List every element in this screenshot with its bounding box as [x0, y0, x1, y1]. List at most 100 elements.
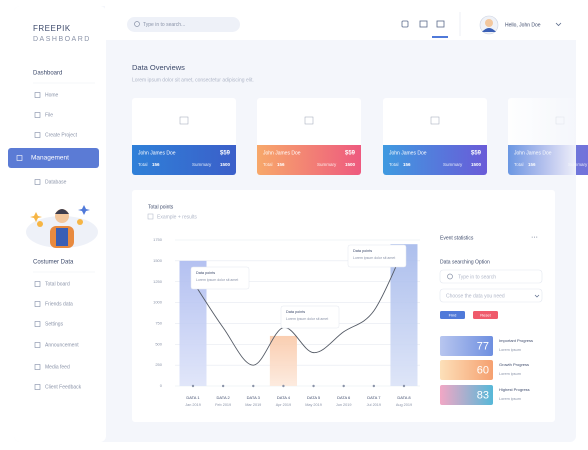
overview-title: Data Overviews [132, 63, 185, 72]
menu-icon [34, 179, 41, 185]
line [192, 248, 405, 366]
menu-icon [34, 301, 41, 307]
menu-item[interactable]: Settings [45, 321, 64, 327]
x-tick-label: DATA 2 [217, 395, 231, 400]
menu-icon [34, 112, 41, 118]
menu-active [8, 148, 99, 168]
section-title: Dashboard [33, 71, 62, 77]
card-fade [500, 94, 576, 180]
menu-item[interactable]: Total board [45, 281, 70, 287]
x-dot [342, 384, 345, 388]
menu-item[interactable]: Database [45, 179, 67, 185]
stat-value: 60 [477, 364, 489, 376]
button-label: Find [449, 313, 457, 318]
card-summary: 1500 [471, 162, 482, 167]
x-dot [282, 384, 285, 388]
y-tick-label: 1250 [153, 279, 163, 284]
card-name: John James Doe [389, 150, 427, 156]
more[interactable]: ··· [531, 234, 538, 241]
top-icons[interactable] [401, 20, 445, 28]
card-name: John James Doe [263, 150, 301, 156]
card-total: 156 [403, 162, 411, 167]
x-date-label: Aug 2019 [396, 403, 412, 407]
y-tick-label: 1750 [153, 237, 163, 242]
event-search-placeholder: Type in to search [458, 274, 496, 280]
card-total-label: Total [263, 162, 273, 167]
menu-icon [16, 155, 23, 161]
card-image [179, 116, 189, 125]
menu-icon [34, 321, 41, 327]
user-menu[interactable] [555, 22, 562, 27]
card-band [383, 145, 487, 175]
menu-icon [34, 281, 41, 287]
annotation-text: Lorem ipsum dolor sit amet [196, 278, 238, 282]
menu-item[interactable]: Management [31, 155, 69, 162]
stat-sub: Lorem ipsum [499, 348, 521, 352]
x-dot [252, 384, 255, 388]
annotation-text: Lorem ipsum dolor sit amet [286, 317, 328, 321]
menu-item[interactable]: Friends data [45, 301, 73, 307]
event-title: Event statistics [440, 235, 474, 241]
card-band [257, 145, 361, 175]
card-summary-label: Summary [443, 162, 463, 167]
event-search[interactable] [439, 269, 543, 284]
search-placeholder: Type in to search... [143, 22, 185, 28]
x-tick-label: DATA 5 [307, 395, 321, 400]
stat-label: Highest Progress [499, 387, 530, 392]
x-dot [372, 384, 376, 388]
x-dot [312, 384, 315, 388]
x-date-label: Feb 2019 [215, 403, 231, 407]
x-date-label: Mar 2019 [245, 403, 261, 407]
y-tick-label: 500 [155, 341, 162, 346]
event-select[interactable] [439, 288, 543, 303]
menu-item[interactable]: Home [45, 92, 59, 98]
y-tick-label: 1000 [153, 300, 163, 305]
stat-box [440, 385, 493, 405]
menu-item[interactable]: Announcement [45, 342, 79, 348]
x-tick-label: DATA 6 [337, 395, 351, 400]
annotation-title: Data points [353, 249, 372, 253]
card-price: $59 [220, 151, 231, 157]
search-box[interactable] [127, 17, 240, 32]
bar-shine [269, 335, 297, 386]
y-tick-label: 750 [155, 320, 162, 325]
stat-box [440, 360, 493, 380]
find-button[interactable] [440, 311, 465, 319]
brand: FREEPIK [33, 24, 71, 33]
menu-item[interactable]: File [45, 112, 53, 118]
x-date-label: Jul 2019 [367, 403, 381, 407]
annotation [190, 266, 250, 290]
stat-sub: Lorem ipsum [499, 397, 521, 401]
x-tick-label: DATA 8 [397, 395, 411, 400]
card-summary-label: Summary [192, 162, 212, 167]
stat-label: Important Progress [499, 338, 533, 343]
reset-button[interactable] [473, 311, 498, 319]
button-label: Reset [480, 313, 491, 318]
menu-icon [34, 364, 41, 370]
illustration [26, 205, 98, 248]
annotation-title: Data points [196, 271, 215, 275]
search-title: Data searching Option [440, 259, 490, 265]
menu-item[interactable]: Client Feedback [45, 384, 82, 390]
annotation-text: Lorem ipsum dolor sit amet [353, 256, 395, 260]
card-image [430, 116, 440, 125]
menu-item[interactable]: Create Project [45, 132, 78, 138]
x-tick-label: DATA 1 [186, 395, 200, 400]
card-summary-label: Summary [568, 162, 588, 167]
chart-subtitle: Example + results [157, 214, 197, 220]
overview-subtitle: Lorem ipsum dolor sit amet, consectetur … [132, 77, 254, 83]
menu-item[interactable]: Media feed [45, 364, 70, 370]
card-total: 156 [277, 162, 285, 167]
section-title: Costumer Data [33, 260, 74, 266]
annotation [347, 244, 407, 268]
stat-value: 77 [477, 340, 489, 352]
x-tick-label: DATA 3 [247, 395, 261, 400]
card-total-label: Total [138, 162, 148, 167]
menu-icon [34, 342, 41, 348]
card-price: $59 [471, 151, 482, 157]
annotation-title: Data points [286, 310, 305, 314]
chart-title: Total points [148, 204, 174, 210]
card-price: $59 [345, 151, 356, 157]
